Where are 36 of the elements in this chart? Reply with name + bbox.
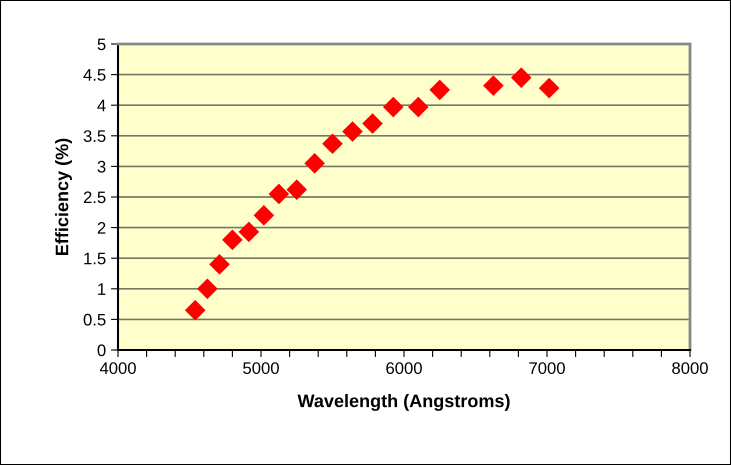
point — [510, 67, 532, 88]
point — [268, 184, 290, 204]
point — [184, 300, 206, 321]
x-tick-label: 7000 — [529, 362, 565, 374]
point — [429, 80, 450, 100]
y-tick-label: 4.5 — [83, 69, 106, 81]
x-axis-title: Wavelength (Angstroms) — [298, 394, 510, 411]
point — [304, 153, 325, 174]
y-tick-label: 5 — [98, 38, 106, 50]
y-axis-title: Efficiency (%) — [55, 138, 72, 255]
y-tick-label: 3 — [98, 160, 106, 173]
x-tick-label: 5000 — [243, 362, 279, 374]
x-tick-label: 8000 — [672, 362, 708, 374]
y-tick-label: 0.5 — [84, 314, 106, 326]
y-tick-label: 2.5 — [84, 191, 106, 204]
point — [197, 278, 218, 300]
x-tick-label: 6000 — [386, 362, 422, 374]
point — [254, 205, 274, 226]
point — [286, 179, 308, 200]
y-tick-label: 3.5 — [84, 130, 106, 142]
point — [362, 113, 383, 134]
y-tick-label: 0 — [98, 344, 106, 356]
point — [322, 133, 343, 154]
y-tick-label: 2 — [98, 222, 106, 234]
x-tick-label: 4000 — [100, 362, 136, 374]
point — [408, 96, 429, 118]
point — [483, 75, 504, 96]
y-tick-label: 1 — [98, 283, 106, 295]
point — [382, 96, 404, 118]
point — [238, 222, 260, 242]
point — [209, 254, 230, 275]
point — [538, 78, 560, 98]
point — [342, 121, 363, 142]
y-tick-label: 1.5 — [84, 252, 106, 264]
y-tick-label: 4 — [97, 100, 106, 112]
point — [222, 230, 243, 250]
